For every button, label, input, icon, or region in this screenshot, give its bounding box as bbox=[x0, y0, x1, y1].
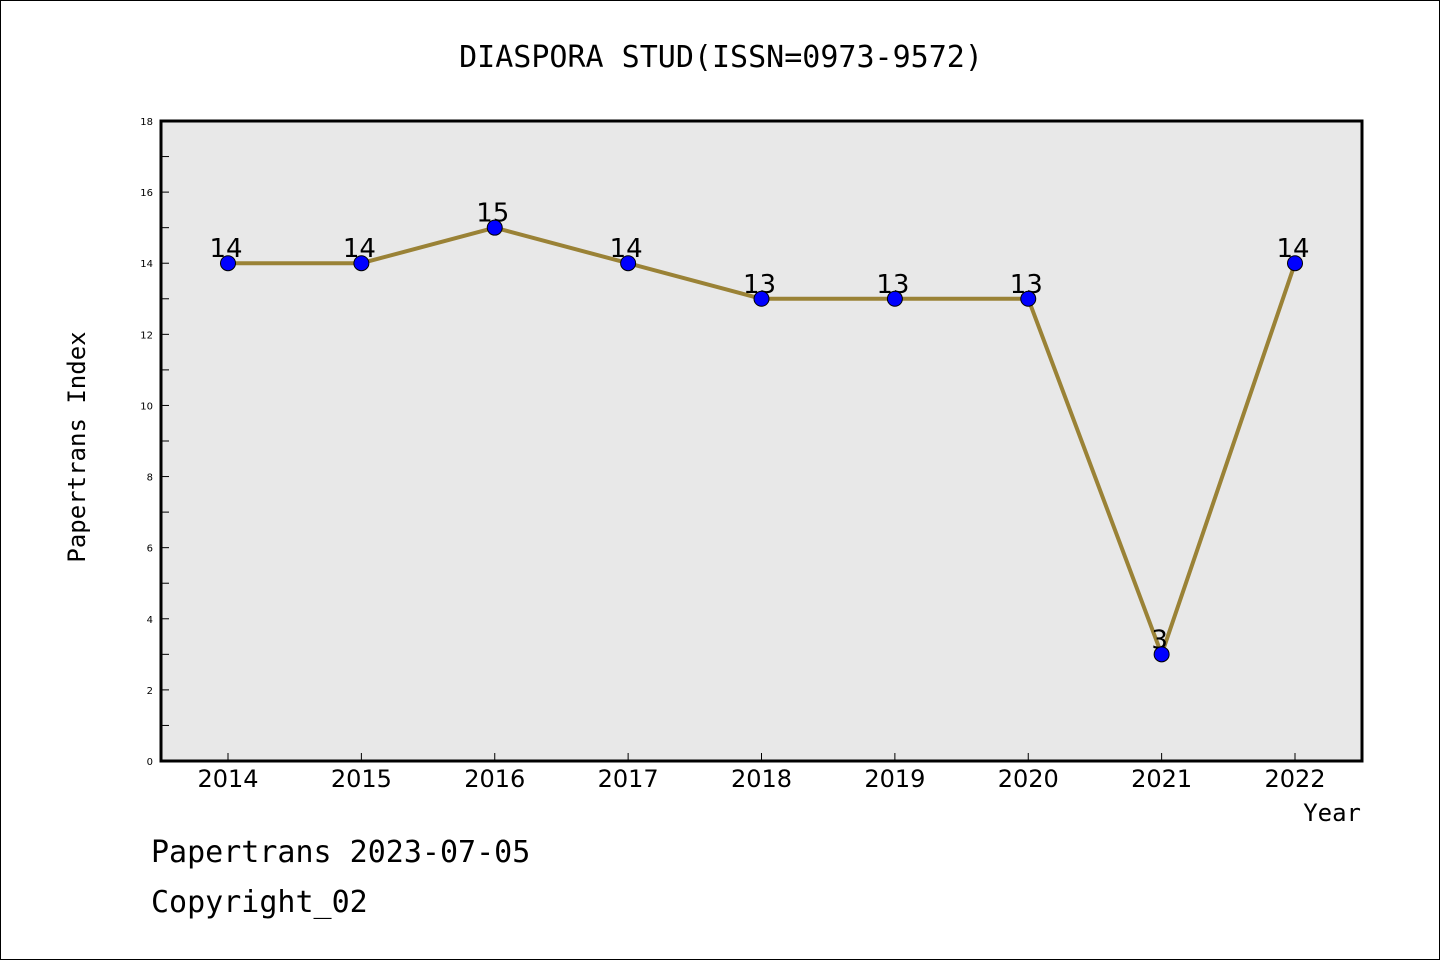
y-tick-label: 12 bbox=[140, 330, 153, 341]
data-point-2016 bbox=[486, 219, 503, 236]
x-tick-label: 2017 bbox=[598, 765, 659, 793]
y-tick-label: 18 bbox=[140, 117, 153, 128]
y-tick-label: 0 bbox=[147, 757, 153, 768]
x-tick-label: 2021 bbox=[1131, 765, 1192, 793]
chart-title: DIASPORA STUD(ISSN=0973-9572) bbox=[459, 40, 983, 75]
plot-area bbox=[161, 121, 1362, 761]
data-point-2018 bbox=[753, 290, 770, 307]
y-tick-label: 14 bbox=[140, 259, 153, 270]
y-tick-label: 16 bbox=[140, 188, 153, 199]
x-axis-ticks: 2014 2015 2016 2017 2018 2019 2020 2021 2022 bbox=[197, 753, 1326, 793]
x-axis-label: Year bbox=[1303, 799, 1361, 827]
y-tick-label: 10 bbox=[140, 401, 153, 412]
x-tick-label: 2016 bbox=[464, 765, 525, 793]
data-point-2017 bbox=[620, 255, 637, 272]
y-tick-label: 4 bbox=[147, 615, 153, 626]
y-axis-label: Papertrans Index bbox=[63, 331, 91, 562]
y-axis-ticks: 0 2 4 6 8 10 12 14 16 18 bbox=[140, 117, 169, 768]
plot-border bbox=[159, 119, 1364, 763]
y-tick-label: 2 bbox=[147, 686, 153, 697]
data-point-2020 bbox=[1020, 290, 1037, 307]
data-points bbox=[220, 219, 1303, 663]
data-point-2015 bbox=[353, 255, 370, 272]
footer-date: Papertrans 2023-07-05 bbox=[151, 835, 531, 870]
x-tick-label: 2019 bbox=[864, 765, 925, 793]
data-point-2019 bbox=[886, 290, 903, 307]
x-tick-label: 2015 bbox=[331, 765, 392, 793]
x-tick-label: 2022 bbox=[1264, 765, 1325, 793]
y-tick-label: 6 bbox=[147, 544, 153, 555]
footer-copyright: Copyright_02 bbox=[151, 885, 368, 920]
x-tick-label: 2014 bbox=[197, 765, 258, 793]
x-tick-label: 2018 bbox=[731, 765, 792, 793]
y-tick-label: 8 bbox=[147, 473, 153, 484]
x-tick-label: 2020 bbox=[998, 765, 1059, 793]
data-point-2022 bbox=[1287, 255, 1303, 272]
data-point-2014 bbox=[220, 255, 236, 272]
data-point-2021 bbox=[1153, 646, 1170, 663]
